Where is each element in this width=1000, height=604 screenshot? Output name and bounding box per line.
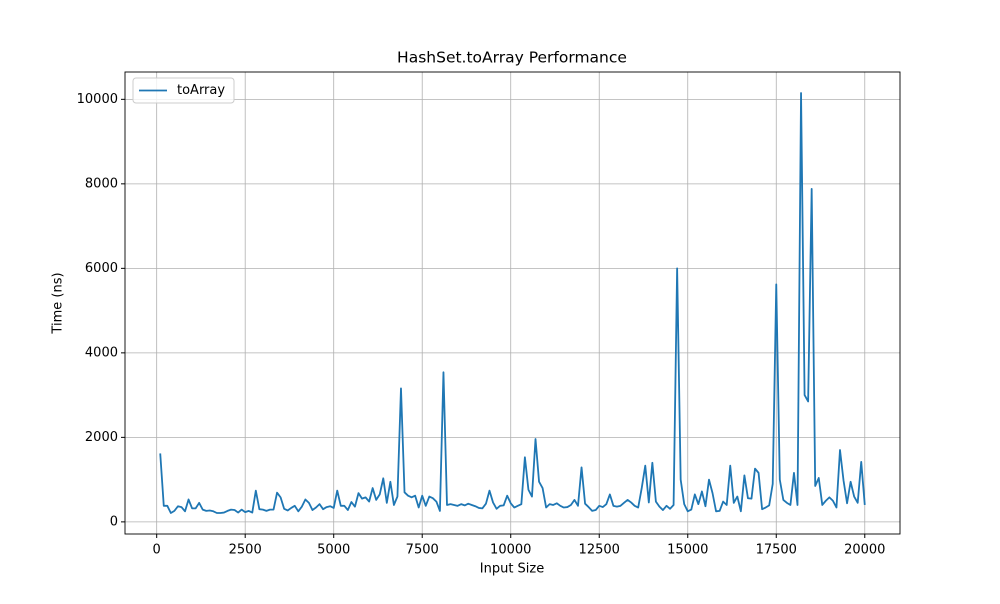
x-tick-label: 17500 <box>756 543 797 558</box>
x-tick-label: 0 <box>153 543 161 558</box>
y-tick-label: 4000 <box>85 345 118 360</box>
y-tick-label: 6000 <box>85 261 118 276</box>
y-tick-label: 10000 <box>77 92 118 107</box>
x-tick-label: 15000 <box>667 543 708 558</box>
y-tick-label: 8000 <box>85 176 118 191</box>
x-tick-label: 7500 <box>406 543 439 558</box>
legend-box <box>132 77 235 104</box>
x-axis-label: Input Size <box>480 562 544 577</box>
x-tick-label: 5000 <box>317 543 350 558</box>
y-axis-label: Time (ns) <box>51 272 66 334</box>
chart-title: HashSet.toArray Performance <box>397 49 627 67</box>
x-tick-label: 2500 <box>229 543 262 558</box>
x-tick-label: 12500 <box>579 543 620 558</box>
x-tick-label: 20000 <box>844 543 885 558</box>
y-tick-label: 2000 <box>85 430 118 445</box>
x-tick-label: 10000 <box>490 543 531 558</box>
y-tick-label: 0 <box>110 514 118 529</box>
legend-label: toArray <box>177 83 225 98</box>
data-line <box>159 92 866 514</box>
plot-frame <box>124 71 901 535</box>
